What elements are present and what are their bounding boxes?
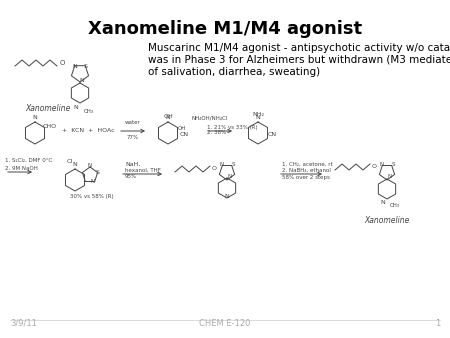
Text: S: S [231,163,235,168]
Text: 3/9/11: 3/9/11 [10,319,37,328]
Text: O: O [372,165,377,169]
Text: Xanomeline: Xanomeline [25,104,71,113]
Text: CHO: CHO [43,124,57,129]
Text: NH₂: NH₂ [252,112,264,117]
Text: N: N [166,115,171,120]
Text: NH₄OH/NH₄Cl: NH₄OH/NH₄Cl [192,116,228,121]
Text: OH: OH [178,125,186,130]
Text: S: S [84,64,88,69]
Text: Xanomeline M1/M4 agonist: Xanomeline M1/M4 agonist [88,20,362,38]
Text: Cl: Cl [67,159,73,164]
Text: N: N [72,64,77,69]
Text: N: N [228,174,232,179]
Text: N: N [88,163,92,168]
Text: N: N [80,77,85,82]
Text: CHEM E-120: CHEM E-120 [199,319,251,328]
Text: N: N [220,163,224,168]
Text: 1. S₂Cl₂, DMF 0°C: 1. S₂Cl₂, DMF 0°C [5,158,52,163]
Text: NaH,: NaH, [125,162,140,167]
Text: S: S [391,163,395,168]
Text: was in Phase 3 for Alzheimers but withdrawn (M3 mediated side effects: was in Phase 3 for Alzheimers but withdr… [148,55,450,65]
Text: N: N [256,115,261,120]
Text: N: N [380,163,384,168]
Text: N: N [388,174,392,179]
Text: 1. 21% vs 33% (R): 1. 21% vs 33% (R) [207,124,257,129]
Text: 1. CH₂, acetone, rt: 1. CH₂, acetone, rt [282,162,333,167]
Text: 2. 9M NaOH: 2. 9M NaOH [5,166,38,171]
Text: 2. NaBH₄, ethanol: 2. NaBH₄, ethanol [282,168,331,172]
Text: N: N [32,115,37,120]
Text: CH₃: CH₃ [390,203,400,208]
Text: 2. 38%: 2. 38% [207,130,226,136]
Text: N: N [72,162,77,167]
Text: N: N [225,194,230,199]
Text: of salivation, diarrhea, sweating): of salivation, diarrhea, sweating) [148,67,320,77]
Text: 58% over 2 steps: 58% over 2 steps [282,174,330,179]
Text: 30% vs 58% (R): 30% vs 58% (R) [70,194,113,199]
Text: hexanol, THF: hexanol, THF [125,168,161,172]
Text: CN: CN [180,132,189,138]
Text: 77%: 77% [127,135,139,140]
Text: N: N [91,179,95,184]
Text: water: water [125,120,141,125]
Text: Xanomeline: Xanomeline [364,216,410,225]
Text: 1: 1 [435,319,440,328]
Text: N: N [74,105,78,110]
Text: OH: OH [163,114,173,119]
Text: CH₃: CH₃ [84,109,94,114]
Text: N: N [381,200,385,205]
Text: Muscarinc M1/M4 agonist - antipsychotic activity w/o catalepsy: Muscarinc M1/M4 agonist - antipsychotic … [148,43,450,53]
Text: O: O [212,166,217,170]
Text: O: O [59,60,65,66]
Text: 95%: 95% [125,174,137,179]
Text: S: S [96,169,100,174]
Text: CN: CN [268,132,277,138]
Text: +  KCN  +  HOAc: + KCN + HOAc [62,128,115,134]
